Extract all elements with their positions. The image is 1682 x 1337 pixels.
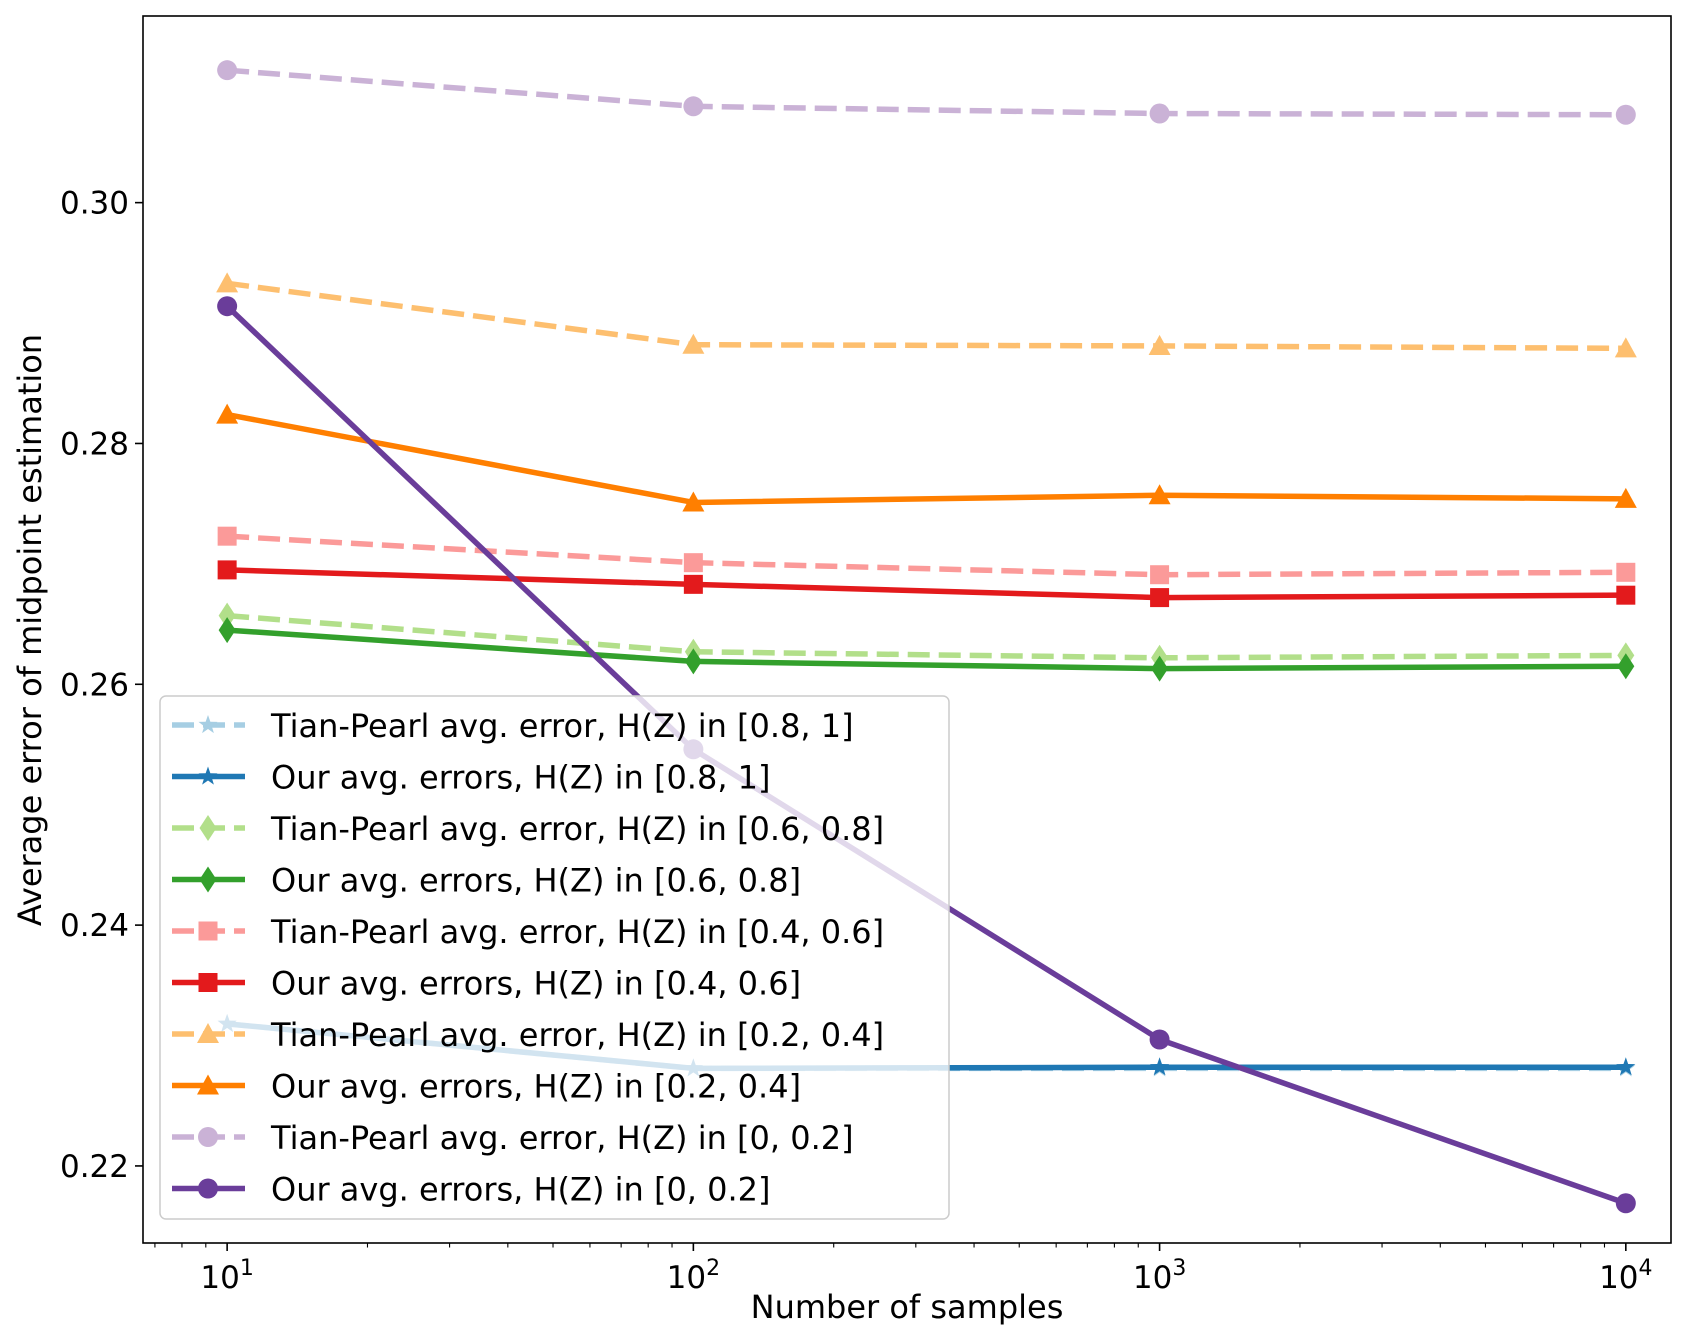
data-point <box>1616 585 1636 605</box>
legend-label: Tian-Pearl avg. error, H(Z) in [0, 0.2] <box>270 1119 854 1157</box>
legend-entry: Tian-Pearl avg. error, H(Z) in [0.8, 1] <box>172 707 854 745</box>
legend-entry: Our avg. errors, H(Z) in [0, 0.2] <box>172 1171 771 1209</box>
legend-label: Tian-Pearl avg. error, H(Z) in [0.2, 0.4… <box>270 1016 884 1054</box>
data-point <box>217 60 238 81</box>
legend-entry: Tian-Pearl avg. error, H(Z) in [0.6, 0.8… <box>172 810 884 848</box>
data-point <box>1616 562 1636 582</box>
x-axis: 101 102 103 104 <box>154 1243 1653 1296</box>
legend-label: Our avg. errors, H(Z) in [0.4, 0.6] <box>271 965 801 1003</box>
legend-swatch-marker <box>198 1178 218 1199</box>
series-line <box>226 280 1626 352</box>
data-point <box>683 96 704 117</box>
legend-label: Tian-Pearl avg. error, H(Z) in [0.4, 0.6… <box>270 913 884 951</box>
legend-swatch-marker <box>198 921 218 941</box>
x-tick-label: 104 <box>1599 1256 1652 1296</box>
legend-swatch-marker <box>197 1023 219 1044</box>
series-4 <box>218 617 1635 682</box>
y-tick-label: 0.26 <box>60 667 129 703</box>
series-line <box>224 411 1629 506</box>
legend-label: Tian-Pearl avg. error, H(Z) in [0.6, 0.8… <box>270 810 884 848</box>
data-point <box>1150 588 1170 608</box>
data-point <box>683 574 703 594</box>
series-6 <box>217 560 1636 608</box>
data-point <box>682 333 705 354</box>
legend-entry: Our avg. errors, H(Z) in [0.2, 0.4] <box>172 1068 801 1106</box>
x-tick-label: 101 <box>200 1256 253 1296</box>
data-point <box>1615 104 1636 125</box>
data-point <box>1149 1029 1170 1050</box>
legend-entry: Our avg. errors, H(Z) in [0.8, 1] <box>172 759 771 797</box>
legend-swatch-marker <box>197 1074 219 1095</box>
data-point <box>1149 103 1170 124</box>
legend-label: Our avg. errors, H(Z) in [0.8, 1] <box>271 759 771 797</box>
legend-entry: Tian-Pearl avg. error, H(Z) in [0.4, 0.6… <box>172 913 884 951</box>
legend-swatch-marker <box>198 715 218 734</box>
legend-label: Tian-Pearl avg. error, H(Z) in [0.8, 1] <box>270 707 854 745</box>
legend-swatch-marker <box>199 866 217 893</box>
data-point <box>1151 655 1169 682</box>
data-point <box>1614 337 1637 358</box>
legend-box <box>159 695 950 1220</box>
data-point <box>683 553 703 573</box>
data-point <box>217 296 238 317</box>
series-line <box>226 67 1626 118</box>
legend-label: Our avg. errors, H(Z) in [0, 0.2] <box>271 1171 771 1209</box>
data-point <box>218 602 236 629</box>
data-point <box>1617 653 1635 680</box>
data-point <box>1615 1193 1636 1214</box>
x-tick-label: 102 <box>667 1256 720 1296</box>
series-9 <box>217 60 1636 125</box>
series-line <box>226 533 1626 578</box>
x-tick-label: 103 <box>1133 1256 1186 1296</box>
data-point <box>1148 334 1171 355</box>
x-axis-label: Number of samples <box>751 1288 1064 1326</box>
data-point <box>216 403 239 424</box>
series-7 <box>216 272 1637 358</box>
data-point <box>1150 565 1170 585</box>
y-tick-label: 0.22 <box>60 1149 129 1185</box>
data-point <box>217 560 237 580</box>
legend-swatch-marker <box>198 766 218 785</box>
data-point <box>1150 1057 1170 1076</box>
series-5 <box>217 526 1636 585</box>
data-point <box>218 617 236 644</box>
legend-entry: Tian-Pearl avg. error, H(Z) in [0, 0.2] <box>172 1119 854 1157</box>
y-axis-label: Average error of midpoint estimation <box>11 334 49 926</box>
y-axis: 0.22 0.24 0.26 0.28 0.30 <box>60 186 143 1185</box>
series-line <box>224 567 1629 601</box>
data-point <box>1148 484 1171 505</box>
plot-frame <box>142 15 1672 1244</box>
series-line <box>226 612 1626 661</box>
legend-swatch-marker <box>199 815 217 841</box>
legend-label: Our avg. errors, H(Z) in [0.2, 0.4] <box>271 1068 801 1106</box>
legend-swatch-marker <box>198 1127 218 1147</box>
y-tick-label: 0.24 <box>60 908 129 944</box>
legend-entry: Our avg. errors, H(Z) in [0.4, 0.6] <box>172 965 801 1003</box>
legend: Tian-Pearl avg. error, H(Z) in [0.8, 1] O… <box>159 695 950 1220</box>
series-8 <box>216 403 1637 512</box>
data-point <box>684 648 702 675</box>
data-point <box>216 272 239 293</box>
data-point <box>217 526 237 546</box>
data-point <box>1616 1057 1636 1076</box>
legend-swatch-marker <box>198 973 218 992</box>
y-tick-label: 0.30 <box>60 186 129 222</box>
series-line <box>224 627 1629 672</box>
legend-label: Our avg. errors, H(Z) in [0.6, 0.8] <box>271 862 801 900</box>
legend-entry: Tian-Pearl avg. error, H(Z) in [0.2, 0.4… <box>172 1016 884 1054</box>
data-point <box>1614 487 1637 508</box>
data-point <box>682 491 705 512</box>
y-tick-label: 0.28 <box>60 426 129 462</box>
legend-entry: Our avg. errors, H(Z) in [0.6, 0.8] <box>172 862 801 900</box>
